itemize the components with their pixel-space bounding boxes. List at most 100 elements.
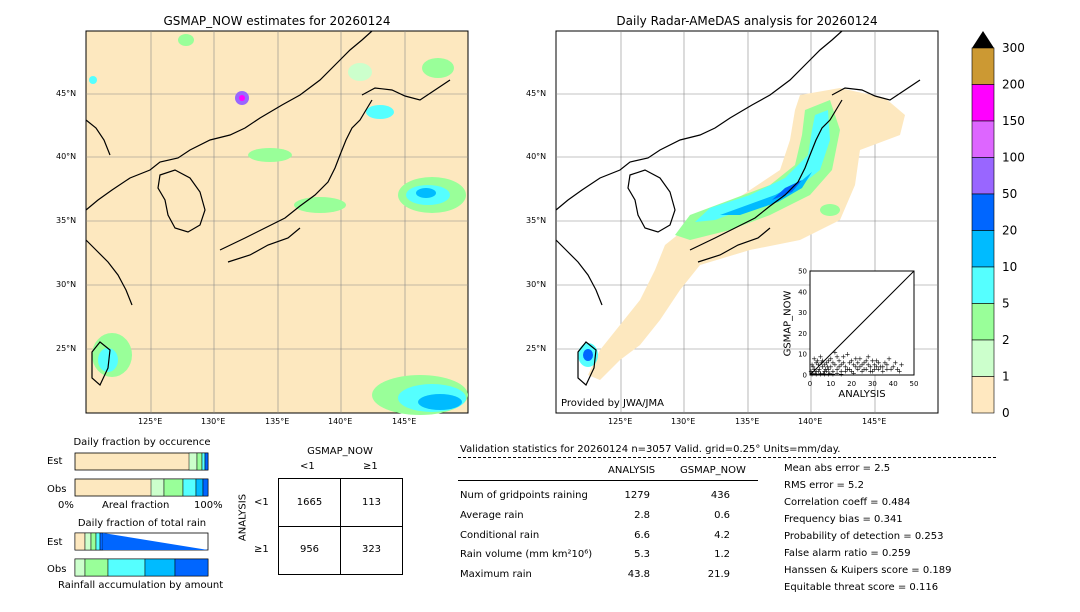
scatter-point: + — [822, 361, 828, 369]
scatter-point: + — [828, 355, 834, 363]
validation-row-analysis: 6.6 — [634, 530, 650, 541]
occurrence-bars — [74, 452, 209, 497]
validation-row-label: Num of gridpoints raining — [460, 490, 588, 501]
validation-row-label: Conditional rain — [460, 530, 540, 541]
colorbar-label: 10 — [1002, 260, 1017, 274]
colorbar-block — [971, 376, 995, 414]
scatter-point: + — [855, 365, 861, 373]
scatter-point: + — [876, 365, 882, 373]
scatter-point: + — [872, 361, 878, 369]
scatter-point: + — [859, 367, 865, 375]
validation-col-analysis: ANALYSIS — [608, 465, 656, 476]
colorbar-block — [971, 47, 995, 85]
scatter-point: + — [824, 359, 830, 367]
scatter-point: + — [857, 363, 863, 371]
scatter-y-tick: 20 — [798, 330, 807, 338]
contingency-col-title: GSMAP_NOW — [307, 446, 373, 457]
scatter-point: + — [845, 351, 851, 359]
scatter-point: + — [845, 365, 851, 373]
contingency-cell-c: 956 — [299, 544, 320, 555]
contingency-col-lt: <1 — [300, 461, 315, 472]
scatter-point: + — [809, 361, 815, 369]
scatter-point: + — [838, 361, 844, 369]
right-map — [555, 30, 939, 414]
right-lat-tick-30: 30°N — [526, 280, 547, 289]
scatter-point: + — [861, 359, 867, 367]
scatter-point: + — [819, 359, 825, 367]
scatter-point: + — [899, 361, 905, 369]
scatter-diagonal — [809, 270, 915, 376]
scatter-point: + — [897, 367, 903, 375]
score-mean-abs-error: Mean abs error = 2.5 — [784, 463, 891, 474]
scatter-xlabel: ANALYSIS — [838, 389, 886, 400]
colorbar-label: 150 — [1002, 114, 1025, 128]
score-rms-error: RMS error = 5.2 — [784, 480, 864, 491]
colorbar-extend-arrow — [972, 31, 994, 48]
right-lat-tick-45: 45°N — [526, 89, 547, 98]
scatter-point: + — [882, 359, 888, 367]
validation-header: Validation statistics for 20260124 n=305… — [460, 444, 841, 455]
right-lon-tick-130: 130°E — [671, 417, 696, 426]
scatter-point: + — [851, 361, 857, 369]
validation-row-analysis: 2.8 — [634, 510, 650, 521]
right-lat-tick-40: 40°N — [526, 152, 547, 161]
left-map-title: GSMAP_NOW estimates for 20260124 — [163, 14, 391, 28]
colorbar-block — [971, 120, 995, 158]
scatter-x-tick: 20 — [847, 380, 856, 388]
scatter-point: + — [851, 369, 857, 377]
score-frequency-bias: Frequency bias = 0.341 — [784, 514, 903, 525]
contingency-cell-a: 1665 — [296, 497, 323, 508]
scatter-point: + — [836, 363, 842, 371]
validation-row-gsmap: 0.6 — [714, 510, 730, 521]
validation-row-analysis: 5.3 — [634, 549, 650, 560]
scatter-point: + — [853, 355, 859, 363]
colorbar-label: 0 — [1002, 406, 1010, 420]
scatter-point: + — [876, 359, 882, 367]
left-map — [85, 30, 469, 415]
scatter-point: + — [842, 363, 848, 371]
scatter-plot: ++++++++++++++++++++++++++++++++++++++++… — [798, 268, 918, 389]
colorbar-label: 5 — [1002, 297, 1010, 311]
scatter-point: + — [815, 367, 821, 375]
scatter-point: + — [886, 355, 892, 363]
scatter-point: + — [838, 367, 844, 375]
scatter-point: + — [814, 357, 820, 365]
scatter-point: + — [857, 355, 863, 363]
scatter-point: + — [880, 367, 886, 375]
contingency-col-ge: ≥1 — [363, 461, 378, 472]
scatter-point: + — [826, 357, 832, 365]
scatter-y-tick: 10 — [798, 351, 807, 359]
right-lon-tick-135: 135°E — [735, 417, 760, 426]
colorbar-label: 50 — [1002, 187, 1017, 201]
scatter-point: + — [867, 367, 873, 375]
right-map-title: Daily Radar-AMeDAS analysis for 20260124 — [616, 14, 878, 28]
scatter-point: + — [861, 365, 867, 373]
scatter-point: + — [813, 359, 819, 367]
validation-row-analysis: 1279 — [624, 490, 650, 501]
occurrence-obs-label: Obs — [47, 484, 67, 495]
scatter-point: + — [892, 359, 898, 367]
validation-row-label: Maximum rain — [460, 569, 532, 580]
occurrence-x-right: 100% — [194, 500, 223, 511]
occurrence-x-left: 0% — [58, 500, 74, 511]
scatter-point: + — [811, 365, 817, 373]
rain-fraction-bars — [74, 532, 209, 577]
validation-row-gsmap: 21.9 — [707, 569, 730, 580]
scatter-point: + — [834, 353, 840, 361]
scatter-point: + — [840, 359, 846, 367]
left-lon-tick-130: 130°E — [201, 417, 226, 426]
scatter-point: + — [888, 365, 894, 373]
validation-col-gsmap: GSMAP_NOW — [680, 465, 746, 476]
scatter-point: + — [825, 363, 831, 371]
scatter-point: + — [824, 367, 830, 375]
scatter-point: + — [809, 369, 815, 377]
left-lat-tick-25: 25°N — [56, 344, 77, 353]
scatter-point: + — [880, 363, 886, 371]
score-hk: Hanssen & Kuipers score = 0.189 — [784, 565, 952, 576]
colorbar-block — [971, 266, 995, 304]
validation-row-gsmap: 4.2 — [714, 530, 730, 541]
validation-header-rule — [458, 457, 996, 458]
scatter-point: + — [869, 367, 875, 375]
validation-row-label: Rain volume (mm km²10⁶) — [460, 549, 593, 560]
